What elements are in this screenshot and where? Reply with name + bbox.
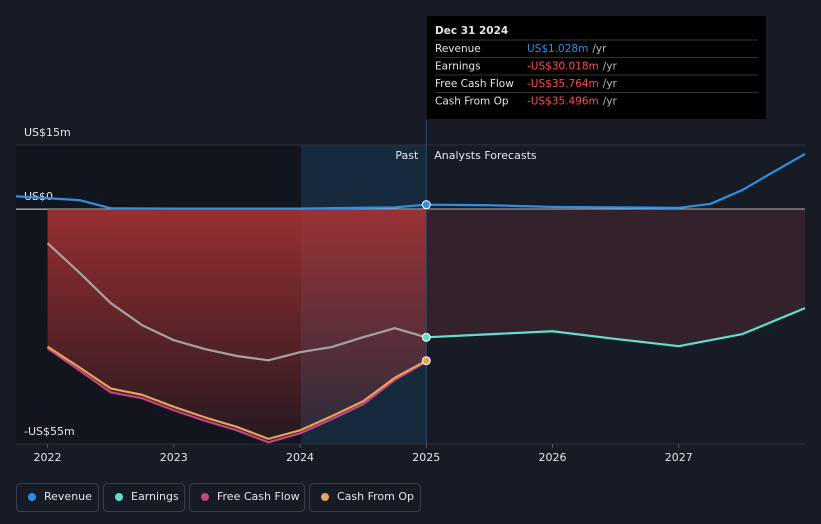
x-tick-label: 2024 <box>286 451 314 464</box>
legend-button[interactable] <box>189 483 305 512</box>
series-line <box>46 347 427 444</box>
tooltip-name: Earnings <box>435 61 481 73</box>
series-line <box>46 345 427 440</box>
legend-label: Revenue <box>44 490 92 503</box>
x-tick-label: 2026 <box>539 451 567 464</box>
forecast-label: Analysts Forecasts <box>434 149 537 162</box>
legend-button[interactable] <box>103 483 185 512</box>
tooltip-value: -US$35.764m/yr <box>527 78 618 90</box>
point-marker <box>421 200 431 210</box>
legend-item[interactable]: Earnings <box>103 483 185 512</box>
tooltip-value-label: -US$35.496m <box>527 96 599 108</box>
series-line <box>46 242 806 362</box>
tooltip-date: Dec 31 2024 <box>435 25 508 37</box>
legend-label: Free Cash Flow <box>217 490 300 503</box>
point-marker <box>421 332 431 342</box>
past-label: Past <box>395 149 419 162</box>
legend-swatch <box>115 493 123 501</box>
tooltip-value-label: -US$30.018m <box>527 61 599 73</box>
tooltip-unit: /yr <box>592 43 607 55</box>
legend-button[interactable] <box>309 483 421 512</box>
tooltip-name: Free Cash Flow <box>435 78 514 90</box>
point-marker <box>421 356 431 366</box>
legend-label: Earnings <box>131 490 179 503</box>
tooltip-value-label: US$1.028m <box>527 43 588 55</box>
y-tick-label: -US$55m <box>24 425 75 438</box>
legend-label: Cash From Op <box>337 490 414 503</box>
tooltip-unit: /yr <box>603 78 618 90</box>
y-tick-label: US$15m <box>24 126 71 139</box>
legend-item[interactable]: Revenue <box>16 483 99 512</box>
tooltip-value: -US$35.496m/yr <box>527 96 618 108</box>
x-tick-label: 2025 <box>412 451 440 464</box>
x-tick-label: 2027 <box>665 451 693 464</box>
past-area <box>47 209 427 443</box>
x-tick-label: 2023 <box>160 451 188 464</box>
tooltip-name: Revenue <box>435 43 481 55</box>
tooltip-value: -US$30.018m/yr <box>527 61 618 73</box>
forecast-area <box>426 209 805 347</box>
legend-swatch <box>28 493 36 501</box>
legend-swatch <box>201 493 209 501</box>
tooltip-value: US$1.028m/yr <box>527 43 607 55</box>
tooltip-name: Cash From Op <box>435 96 509 108</box>
tooltip-unit: /yr <box>603 96 618 108</box>
legend-button[interactable] <box>16 483 99 512</box>
series-line <box>15 153 806 210</box>
tooltip <box>427 16 766 119</box>
tooltip-unit: /yr <box>603 61 618 73</box>
legend-item[interactable]: Cash From Op <box>309 483 421 512</box>
tooltip-value-label: -US$35.764m <box>527 78 599 90</box>
x-tick-label: 2022 <box>34 451 62 464</box>
legend-swatch <box>321 493 329 501</box>
legend-item[interactable]: Free Cash Flow <box>189 483 305 512</box>
